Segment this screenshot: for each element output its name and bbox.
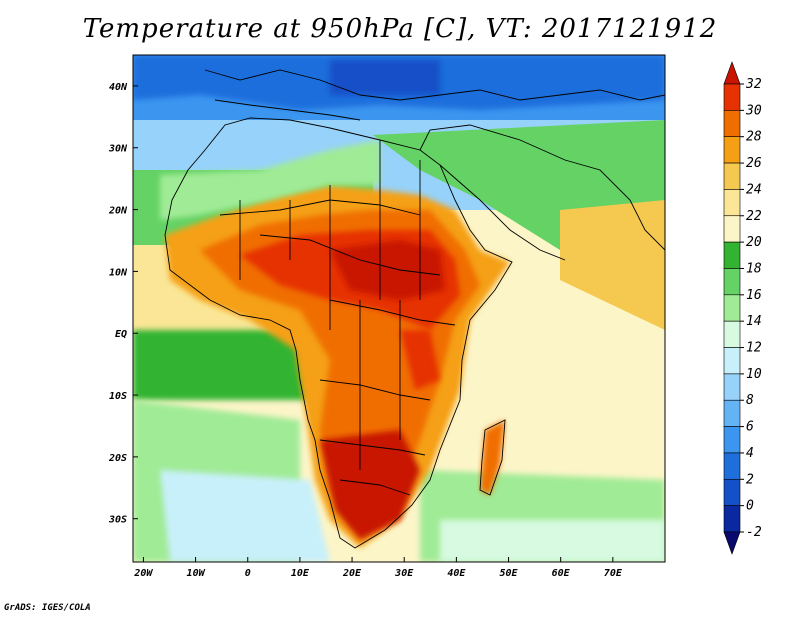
lon-tick-label: 20E bbox=[342, 568, 362, 579]
colorbar-label: 6 bbox=[746, 420, 754, 435]
colorbar-box bbox=[723, 505, 741, 533]
lon-tick-label: 50E bbox=[499, 568, 518, 579]
colorbar-box bbox=[723, 452, 741, 480]
colorbar-box bbox=[723, 399, 741, 427]
colorbar-label: -2 bbox=[746, 525, 762, 540]
colorbar-box bbox=[723, 189, 741, 217]
colorbar-label: 16 bbox=[746, 288, 762, 303]
colorbar-label: 0 bbox=[746, 499, 754, 514]
colorbar-label: 30 bbox=[745, 103, 762, 118]
lat-tick-label: 40N bbox=[109, 82, 128, 93]
colorbar-box bbox=[723, 426, 741, 454]
coastlines bbox=[164, 69, 665, 549]
colorbar-box bbox=[723, 162, 741, 190]
colorbar-label: 12 bbox=[746, 341, 762, 356]
colorbar-bottom-triangle bbox=[723, 531, 741, 555]
map-title: Temperature at 950hPa [C], VT: 201712191… bbox=[82, 14, 718, 44]
colorbar-label: 2 bbox=[746, 472, 754, 487]
colorbar-box bbox=[723, 110, 741, 138]
colorbar-label: 32 bbox=[745, 77, 762, 92]
colorbar-label: 22 bbox=[746, 209, 762, 224]
lat-tick-label: 30S bbox=[108, 515, 127, 526]
lat-tick-label: EQ bbox=[115, 329, 127, 340]
temperature-field bbox=[133, 55, 665, 562]
colorbar-box bbox=[723, 320, 741, 348]
colorbar-box bbox=[723, 83, 741, 111]
lon-tick-label: 60E bbox=[552, 568, 571, 579]
lon-tick-label: 30E bbox=[394, 568, 414, 579]
colorbar-label: 26 bbox=[746, 156, 762, 171]
colorbar-box bbox=[723, 241, 741, 269]
lat-ticks: 40N 30N 20N 10N EQ 10S 20S 30S bbox=[108, 82, 138, 526]
lon-tick-label: 10W bbox=[187, 568, 206, 579]
lat-tick-label: 10S bbox=[109, 391, 127, 402]
lat-tick-label: 30N bbox=[108, 144, 128, 155]
colorbar-label: 4 bbox=[746, 446, 754, 461]
lat-tick-label: 10N bbox=[109, 267, 128, 278]
colorbar-box bbox=[723, 478, 741, 506]
colorbar-box bbox=[723, 215, 741, 243]
colorbar-box bbox=[723, 347, 741, 375]
colorbar-label: 24 bbox=[746, 182, 762, 197]
colorbar-label: 20 bbox=[746, 235, 762, 250]
lon-tick-label: 20W bbox=[133, 568, 153, 579]
colorbar-box bbox=[723, 294, 741, 322]
colorbar-label: 28 bbox=[746, 130, 762, 145]
lat-tick-label: 20N bbox=[108, 206, 128, 217]
lon-ticks: 20W 10W 0 10E 20E 30E 40E 50E 60E 70E bbox=[133, 557, 623, 579]
colorbar-label: 18 bbox=[746, 261, 762, 276]
colorbar-label: 10 bbox=[746, 367, 762, 382]
colorbar-box bbox=[723, 373, 741, 401]
lat-tick-label: 20S bbox=[108, 453, 127, 464]
lon-tick-label: 70E bbox=[604, 568, 623, 579]
credit-text: GrADS: IGES/COLA bbox=[4, 603, 91, 613]
map-frame bbox=[132, 54, 666, 563]
colorbar-label: 8 bbox=[746, 393, 754, 408]
lon-tick-label: 40E bbox=[447, 568, 466, 579]
lon-tick-label: 10E bbox=[291, 568, 310, 579]
lon-tick-label: 0 bbox=[245, 568, 251, 579]
colorbar-box bbox=[723, 136, 741, 164]
colorbar-box bbox=[723, 268, 741, 296]
colorbar-label: 14 bbox=[746, 314, 762, 329]
colorbar-top-triangle bbox=[723, 61, 741, 85]
